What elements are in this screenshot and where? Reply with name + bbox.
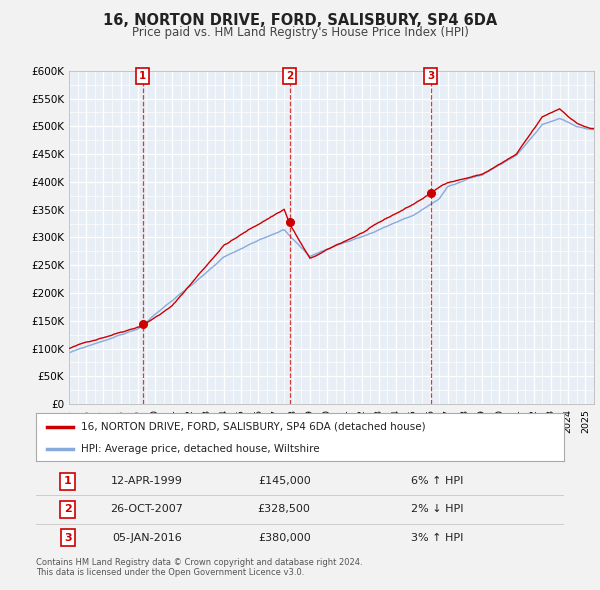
- Text: 2: 2: [286, 71, 293, 81]
- Text: 3% ↑ HPI: 3% ↑ HPI: [411, 533, 463, 543]
- Text: 26-OCT-2007: 26-OCT-2007: [110, 504, 184, 514]
- Text: 1: 1: [64, 476, 71, 486]
- Text: £380,000: £380,000: [258, 533, 311, 543]
- Text: 3: 3: [64, 533, 71, 543]
- Text: 05-JAN-2016: 05-JAN-2016: [112, 533, 182, 543]
- Text: Price paid vs. HM Land Registry's House Price Index (HPI): Price paid vs. HM Land Registry's House …: [131, 26, 469, 39]
- Text: 12-APR-1999: 12-APR-1999: [111, 476, 183, 486]
- Text: 6% ↑ HPI: 6% ↑ HPI: [411, 476, 463, 486]
- Text: This data is licensed under the Open Government Licence v3.0.: This data is licensed under the Open Gov…: [36, 568, 304, 576]
- Text: 3: 3: [427, 71, 434, 81]
- Text: 16, NORTON DRIVE, FORD, SALISBURY, SP4 6DA: 16, NORTON DRIVE, FORD, SALISBURY, SP4 6…: [103, 13, 497, 28]
- Text: HPI: Average price, detached house, Wiltshire: HPI: Average price, detached house, Wilt…: [81, 444, 320, 454]
- Text: 16, NORTON DRIVE, FORD, SALISBURY, SP4 6DA (detached house): 16, NORTON DRIVE, FORD, SALISBURY, SP4 6…: [81, 421, 425, 431]
- Text: 2% ↓ HPI: 2% ↓ HPI: [411, 504, 464, 514]
- Text: 1: 1: [139, 71, 146, 81]
- Text: £145,000: £145,000: [258, 476, 311, 486]
- Text: £328,500: £328,500: [258, 504, 311, 514]
- Text: Contains HM Land Registry data © Crown copyright and database right 2024.: Contains HM Land Registry data © Crown c…: [36, 558, 362, 566]
- Text: 2: 2: [64, 504, 71, 514]
